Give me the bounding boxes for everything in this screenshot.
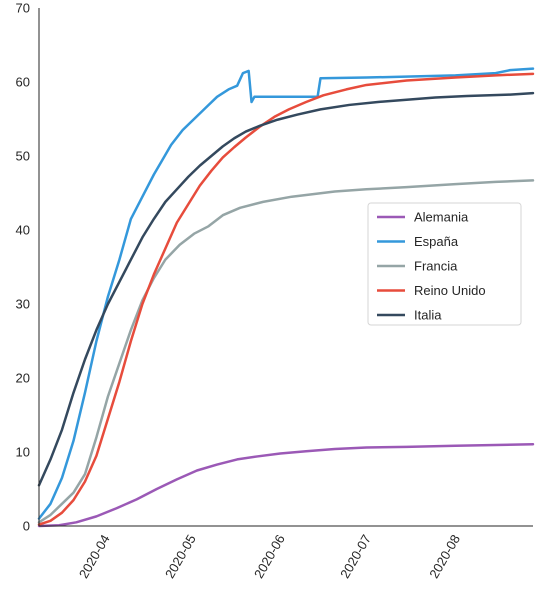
legend-label: Reino Unido <box>414 283 486 298</box>
x-tick-label: 2020-05 <box>162 532 199 581</box>
series-line <box>37 179 535 524</box>
y-tick-label: 50 <box>16 149 30 164</box>
y-tick-label: 20 <box>16 371 30 386</box>
x-tick-label: 2020-04 <box>76 532 113 581</box>
x-axis-ticks: 2020-04 2020-05 2020-06 2020-07 2020-08 <box>76 532 463 581</box>
series-line <box>37 91 535 487</box>
legend-label: Alemania <box>414 210 469 225</box>
y-tick-label: 60 <box>16 75 30 90</box>
legend-box <box>367 202 522 326</box>
series-line <box>37 442 535 528</box>
series-lines <box>37 67 535 528</box>
y-axis-ticks: 0 10 20 30 40 50 60 70 <box>16 1 30 534</box>
series-line <box>37 72 535 526</box>
y-tick-label: 40 <box>16 223 30 238</box>
legend: Alemania España Francia Reino Unido Italia <box>367 202 522 326</box>
y-tick-label: 30 <box>16 297 30 312</box>
y-tick-label: 10 <box>16 445 30 460</box>
y-tick-label: 70 <box>16 1 30 16</box>
legend-label: Francia <box>414 259 458 274</box>
x-tick-label: 2020-08 <box>426 532 463 581</box>
y-tick-label: 0 <box>23 519 30 534</box>
x-tick-label: 2020-07 <box>337 532 374 581</box>
x-tick-label: 2020-06 <box>251 532 288 581</box>
series-line <box>37 67 535 520</box>
legend-label: Italia <box>414 308 442 323</box>
legend-label: España <box>414 234 459 249</box>
